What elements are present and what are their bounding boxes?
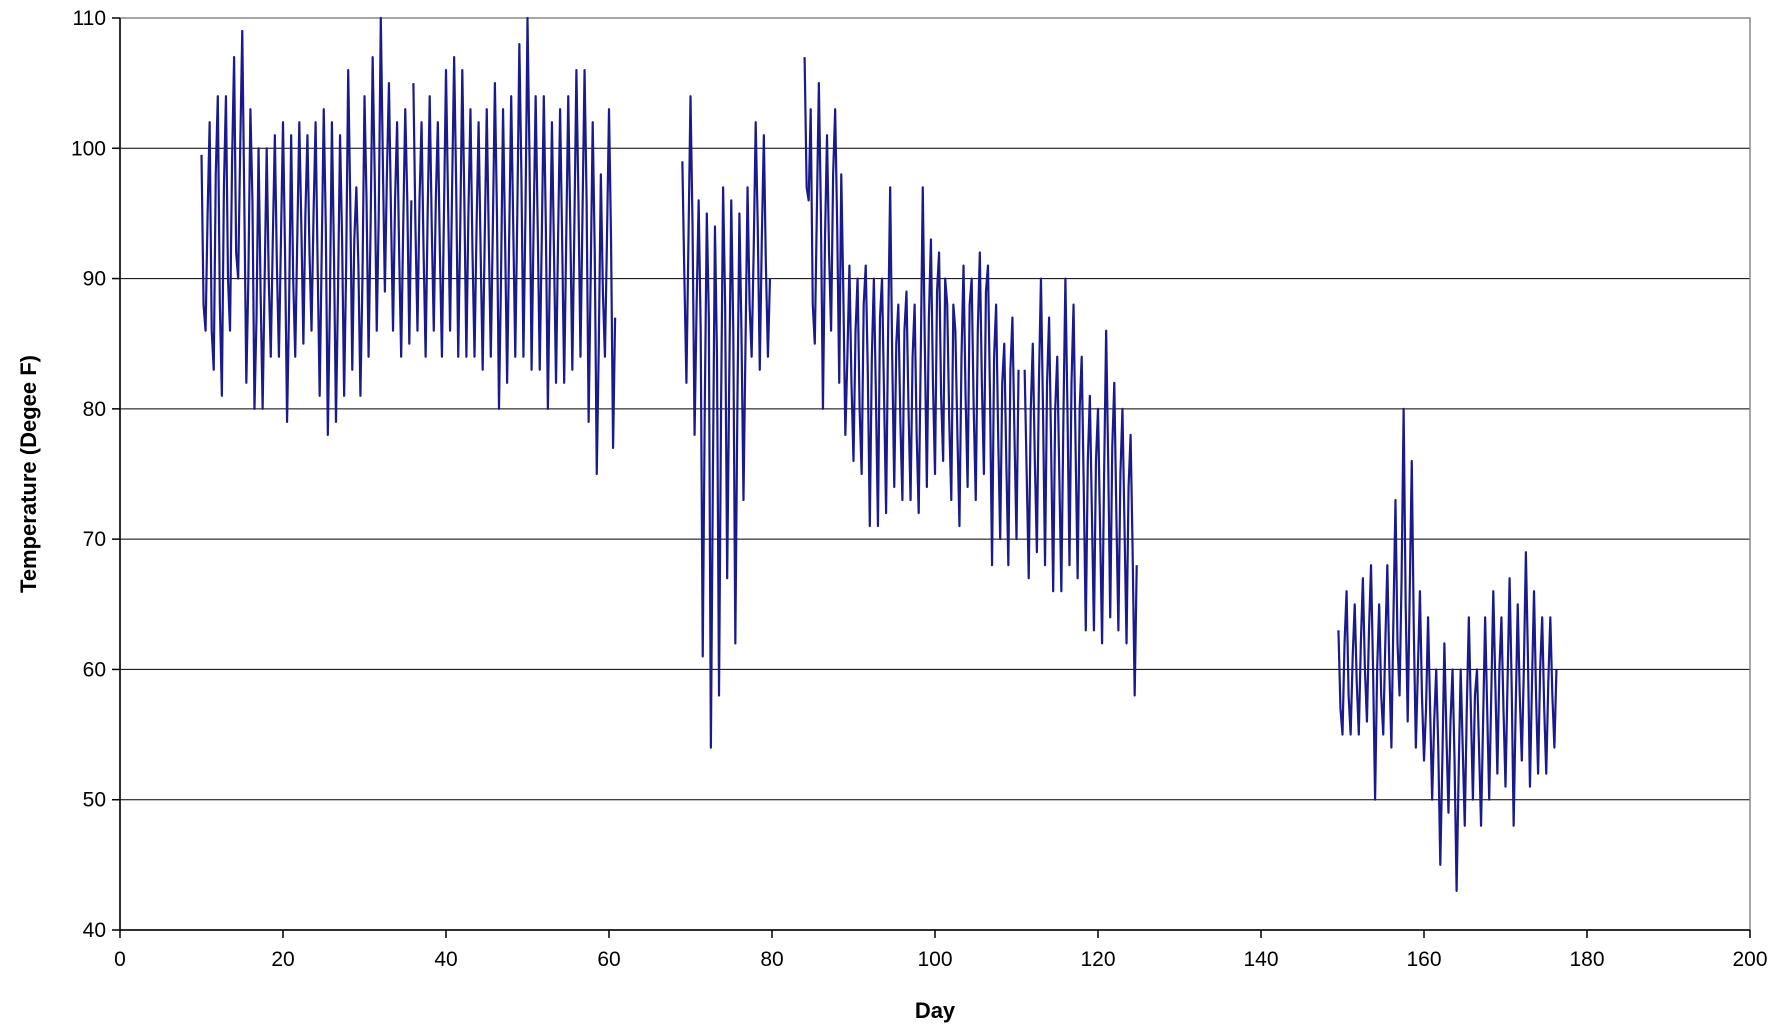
- x-tick-label-0: 0: [114, 948, 126, 971]
- y-tick-label-100: 100: [71, 137, 106, 160]
- series-line-segment-3: [681, 95, 772, 749]
- x-tick-label-120: 120: [1080, 948, 1115, 971]
- series-line-segment-6: [1337, 407, 1558, 893]
- x-axis-title: Day: [915, 998, 956, 1023]
- y-tick-label-50: 50: [83, 789, 106, 812]
- x-tick-labels: 0 20 40 60 80 100 120 140 160 180 200: [114, 930, 1768, 971]
- y-tick-label-60: 60: [83, 658, 106, 681]
- x-tick-label-40: 40: [434, 948, 457, 971]
- series-line-segment-1: [200, 16, 413, 437]
- x-tick-label-20: 20: [271, 948, 294, 971]
- y-tick-labels: 110 100 90 80 70 60 50 40: [71, 7, 120, 942]
- y-tick-label-40: 40: [83, 919, 106, 942]
- x-tick-label-80: 80: [760, 948, 783, 971]
- x-tick-label-160: 160: [1406, 948, 1441, 971]
- series-line-segment-5: [1023, 277, 1138, 697]
- series-line-segment-4: [803, 57, 1020, 567]
- series-line-segment-2: [412, 16, 617, 476]
- y-tick-label-90: 90: [83, 268, 106, 291]
- x-tick-label-180: 180: [1569, 948, 1604, 971]
- y-tick-label-80: 80: [83, 398, 106, 421]
- x-tick-label-140: 140: [1243, 948, 1278, 971]
- x-tick-label-100: 100: [917, 948, 952, 971]
- y-tick-label-110: 110: [73, 7, 106, 30]
- series-layer: [200, 16, 1558, 893]
- y-axis-title: Temperature (Degee F): [16, 355, 41, 593]
- x-tick-label-60: 60: [597, 948, 620, 971]
- x-tick-label-200: 200: [1732, 948, 1767, 971]
- y-tick-label-70: 70: [83, 528, 106, 551]
